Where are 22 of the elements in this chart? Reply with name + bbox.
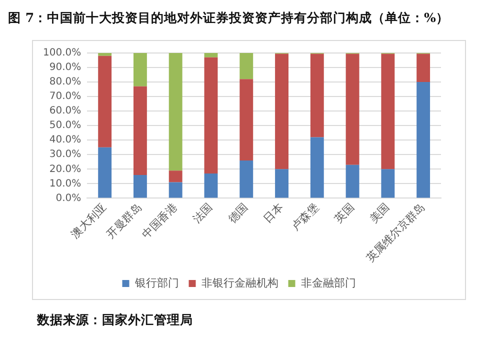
y-tick-label: 20.0% <box>49 164 82 175</box>
x-tick-label: 法国 <box>190 200 216 226</box>
y-tick-label: 0.0% <box>56 192 82 204</box>
y-tick-label: 60.0% <box>49 106 82 117</box>
y-tick-label: 40.0% <box>49 134 82 146</box>
legend-label: 银行部门 <box>134 276 179 290</box>
x-tick-label: 英国 <box>332 200 357 226</box>
x-tick-label: 德国 <box>226 200 251 226</box>
legend-label: 非金融部门 <box>300 276 356 290</box>
x-tick-label: 日本 <box>261 200 286 226</box>
y-tick-label: 30.0% <box>49 149 82 160</box>
x-tick-label: 卢森堡 <box>288 200 322 234</box>
legend-label: 非银行金融机构 <box>201 276 278 290</box>
x-tick-label: 美国 <box>367 200 392 226</box>
y-tick-label: 80.0% <box>49 76 82 88</box>
y-tick-label: 70.0% <box>49 91 82 102</box>
y-tick-label: 90.0% <box>49 62 82 74</box>
y-tick-label: 100.0% <box>42 48 82 59</box>
chart-title: 图 7：中国前十大投资目的地对外证券投资资产持有分部门构成（单位：%） <box>8 10 449 27</box>
y-tick-label: 10.0% <box>49 178 82 190</box>
source-note: 数据来源：国家外汇管理局 <box>37 312 193 329</box>
y-tick-label: 50.0% <box>49 120 82 132</box>
